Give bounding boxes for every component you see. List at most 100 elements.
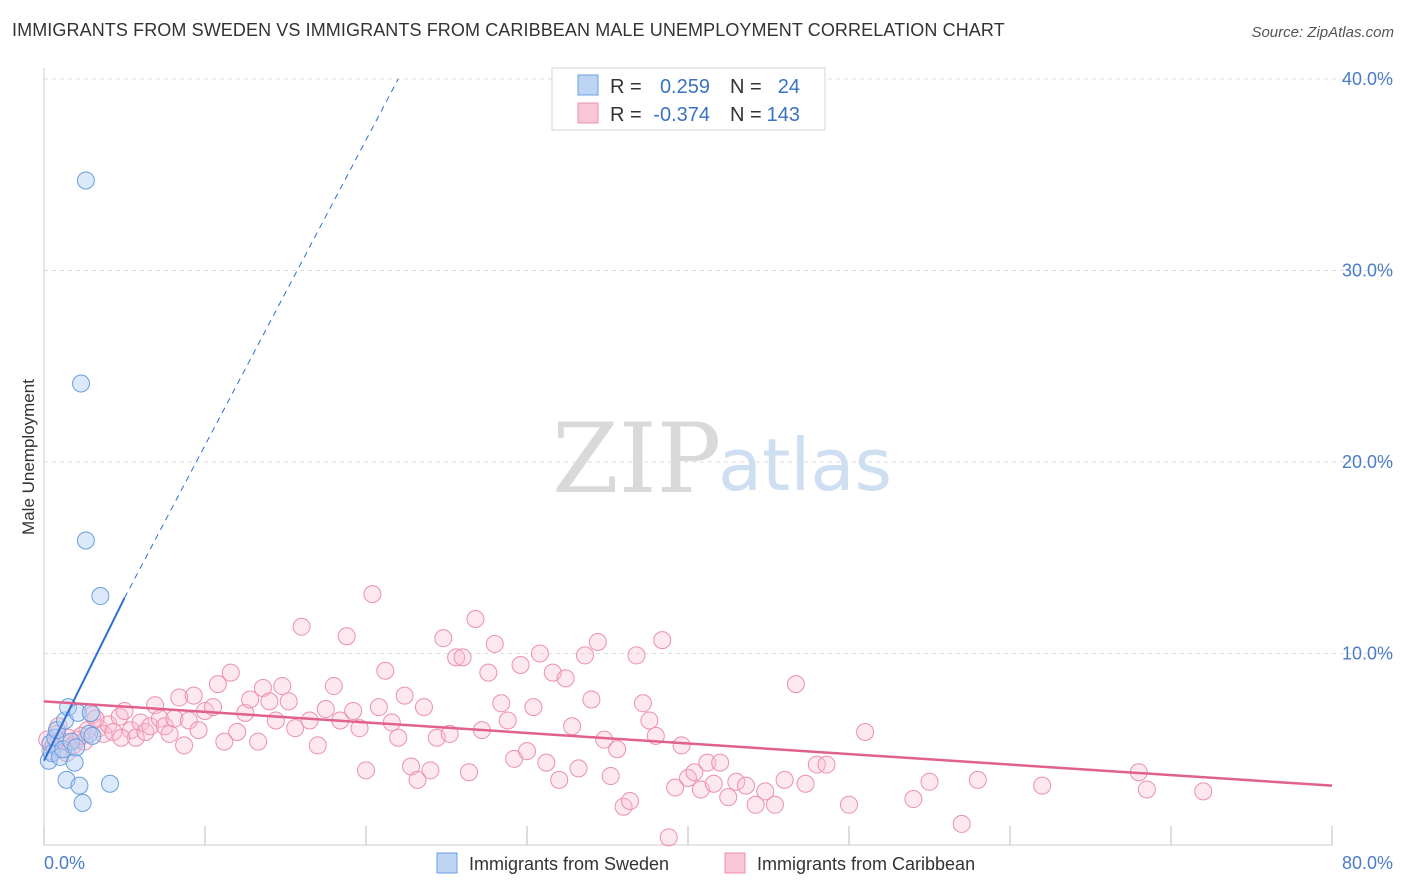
caribbean-point	[249, 732, 268, 751]
y-tick-label-30: 30.0%	[1342, 261, 1393, 281]
legend-r-label-sweden: R =	[610, 76, 642, 98]
caribbean-point	[395, 686, 414, 705]
caribbean-point	[389, 728, 408, 747]
caribbean-point	[807, 755, 826, 774]
sweden-series	[39, 171, 120, 812]
sweden-point	[62, 732, 81, 751]
caribbean-point	[292, 617, 311, 636]
caribbean-point	[537, 753, 556, 772]
caribbean-point	[1033, 776, 1052, 795]
caribbean-point	[86, 709, 105, 728]
caribbean-point	[414, 698, 433, 717]
caribbean-point	[160, 724, 179, 743]
caribbean-point	[666, 778, 685, 797]
correlation-legend: R = 0.259 N = 24 R = -0.374 N = 143	[551, 67, 826, 131]
caribbean-point	[376, 661, 395, 680]
legend-r-value-sweden: 0.259	[660, 76, 710, 98]
caribbean-point	[621, 791, 640, 810]
caribbean-point	[685, 763, 704, 782]
caribbean-point	[633, 694, 652, 713]
caribbean-point	[569, 759, 588, 778]
legend-r-label-caribbean: R =	[610, 104, 642, 126]
caribbean-point	[453, 648, 472, 667]
caribbean-point	[460, 763, 479, 782]
caribbean-point	[746, 795, 765, 814]
caribbean-series	[38, 585, 1213, 847]
bottom-legend-label-sweden: Immigrants from Sweden	[469, 854, 669, 874]
bottom-legend-swatch-sweden	[436, 852, 458, 874]
caribbean-point	[189, 721, 208, 740]
caribbean-point	[286, 719, 305, 738]
caribbean-point	[260, 692, 279, 711]
caribbean-point	[279, 692, 298, 711]
caribbean-point	[241, 690, 260, 709]
caribbean-point	[601, 767, 620, 786]
sweden-point	[73, 793, 92, 812]
y-tick-label-40: 40.0%	[1342, 69, 1393, 89]
caribbean-point	[89, 719, 108, 738]
caribbean-point	[344, 701, 363, 720]
sweden-point	[80, 724, 99, 743]
caribbean-point	[563, 717, 582, 736]
caribbean-point	[952, 814, 971, 833]
chart-title: IMMIGRANTS FROM SWEDEN VS IMMIGRANTS FRO…	[12, 20, 1005, 40]
caribbean-point	[736, 776, 755, 795]
trendlines	[43, 78, 1333, 787]
caribbean-point	[479, 663, 498, 682]
caribbean-trendline	[43, 700, 1333, 787]
sweden-point	[81, 703, 100, 722]
caribbean-point	[775, 770, 794, 789]
caribbean-point	[582, 690, 601, 709]
caribbean-point	[357, 761, 375, 780]
caribbean-point	[711, 753, 730, 772]
caribbean-point	[273, 677, 292, 696]
caribbean-point	[796, 774, 815, 793]
legend-n-label-sweden: N =	[730, 76, 762, 98]
caribbean-point	[485, 634, 504, 653]
caribbean-point	[550, 770, 569, 789]
y-tick-label-10: 10.0%	[1342, 644, 1393, 664]
caribbean-point	[608, 740, 627, 759]
caribbean-point	[466, 610, 485, 629]
sweden-point	[76, 171, 95, 190]
gridlines	[44, 78, 1393, 654]
caribbean-point	[447, 648, 466, 667]
caribbean-point	[498, 711, 517, 730]
caribbean-point	[141, 717, 160, 736]
caribbean-point	[184, 686, 203, 705]
caribbean-point	[136, 723, 155, 742]
caribbean-point	[817, 755, 836, 774]
caribbean-point	[765, 795, 784, 814]
caribbean-point	[492, 694, 511, 713]
caribbean-point	[350, 719, 369, 738]
caribbean-point	[170, 688, 189, 707]
caribbean-point	[727, 772, 746, 791]
caribbean-point	[369, 698, 388, 717]
bottom-legend-label-caribbean: Immigrants from Caribbean	[757, 854, 975, 874]
caribbean-point	[627, 646, 646, 665]
x-ticks	[43, 826, 1333, 845]
caribbean-point	[324, 677, 343, 696]
caribbean-point	[719, 788, 738, 807]
legend-swatch-sweden	[577, 74, 599, 96]
caribbean-point	[968, 770, 987, 789]
legend-n-value-caribbean: 143	[767, 104, 800, 126]
sweden-point	[70, 776, 89, 795]
caribbean-point	[756, 782, 775, 801]
caribbean-point	[840, 795, 858, 814]
caribbean-point	[640, 711, 659, 730]
legend-n-label-caribbean: N =	[730, 104, 762, 126]
sweden-trendline	[43, 597, 126, 762]
sweden-point	[91, 587, 110, 606]
caribbean-point	[112, 728, 131, 747]
legend-r-value-caribbean: -0.374	[653, 104, 710, 126]
legend-swatch-caribbean	[577, 102, 599, 124]
caribbean-point	[704, 774, 723, 793]
y-tick-labels: 10.0% 20.0% 30.0% 40.0%	[1342, 69, 1393, 664]
caribbean-point	[1137, 780, 1156, 799]
caribbean-point	[518, 742, 536, 761]
watermark-zip: ZIP	[552, 403, 721, 515]
caribbean-point	[208, 675, 227, 694]
watermark-atlas: atlas	[718, 423, 892, 507]
